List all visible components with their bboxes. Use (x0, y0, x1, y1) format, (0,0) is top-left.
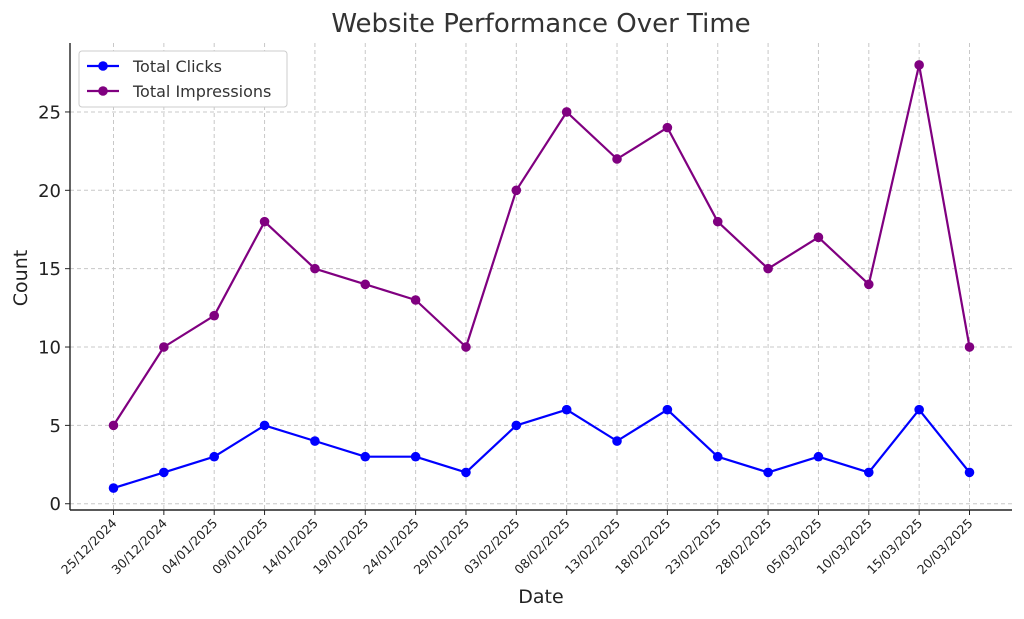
axes (65, 43, 1012, 515)
legend-label-impressions: Total Impressions (132, 82, 271, 101)
data-point-total-impressions (813, 232, 824, 243)
legend-marker-clicks (98, 61, 108, 71)
data-point-total-clicks (763, 467, 773, 478)
data-point-total-impressions (712, 216, 723, 227)
data-point-total-clicks (410, 451, 421, 462)
chart-title: Website Performance Over Time (331, 9, 750, 39)
data-point-total-clicks (360, 451, 371, 462)
data-point-total-impressions (259, 216, 270, 227)
data-point-total-impressions (561, 107, 572, 117)
data-point-total-impressions (511, 185, 522, 196)
data-point-total-impressions (410, 295, 421, 305)
y-tick-label: 15 (38, 259, 61, 280)
data-point-total-clicks (461, 467, 471, 478)
data-point-total-impressions (914, 60, 924, 70)
legend: Total Clicks Total Impressions (78, 50, 288, 108)
data-point-total-impressions (461, 342, 471, 352)
data-point-total-impressions (159, 342, 169, 352)
data-point-total-clicks (259, 420, 270, 431)
data-point-total-clicks (612, 436, 622, 446)
y-axis-label: Count (10, 250, 32, 306)
y-tick-label: 20 (38, 181, 61, 202)
data-point-total-impressions (310, 263, 320, 274)
legend-box (78, 50, 288, 108)
data-point-total-clicks (108, 483, 119, 493)
y-tick-label: 5 (50, 416, 61, 437)
x-axis-label: Date (518, 586, 563, 608)
data-point-total-clicks (863, 467, 874, 478)
data-point-total-impressions (360, 279, 371, 290)
series-layer (108, 60, 975, 493)
legend-label-clicks: Total Clicks (132, 57, 222, 76)
data-point-total-impressions (964, 342, 975, 352)
data-point-total-clicks (914, 404, 924, 415)
y-tick-label: 10 (38, 338, 61, 359)
data-point-total-clicks (209, 451, 220, 462)
data-point-total-impressions (763, 263, 773, 274)
data-point-total-clicks (310, 436, 320, 446)
data-point-total-clicks (712, 451, 723, 462)
legend-marker-impressions (98, 86, 108, 96)
data-point-total-clicks (964, 467, 975, 478)
data-point-total-clicks (159, 467, 169, 478)
y-tick-label: 25 (38, 102, 61, 123)
data-point-total-clicks (813, 451, 824, 462)
data-point-total-impressions (108, 420, 119, 431)
grid (70, 43, 1012, 510)
tick-labels: 25/12/202430/12/202404/01/202509/01/2025… (38, 102, 976, 577)
series-line-total-clicks (113, 408, 971, 490)
data-point-total-impressions (863, 279, 874, 290)
data-point-total-impressions (612, 154, 622, 164)
series-line-total-impressions (112, 63, 971, 426)
data-point-total-clicks (662, 404, 673, 415)
data-point-total-clicks (511, 420, 522, 431)
data-point-total-clicks (561, 404, 572, 415)
y-tick-label: 0 (50, 494, 61, 515)
data-point-total-impressions (209, 310, 220, 321)
data-point-total-impressions (662, 122, 673, 133)
